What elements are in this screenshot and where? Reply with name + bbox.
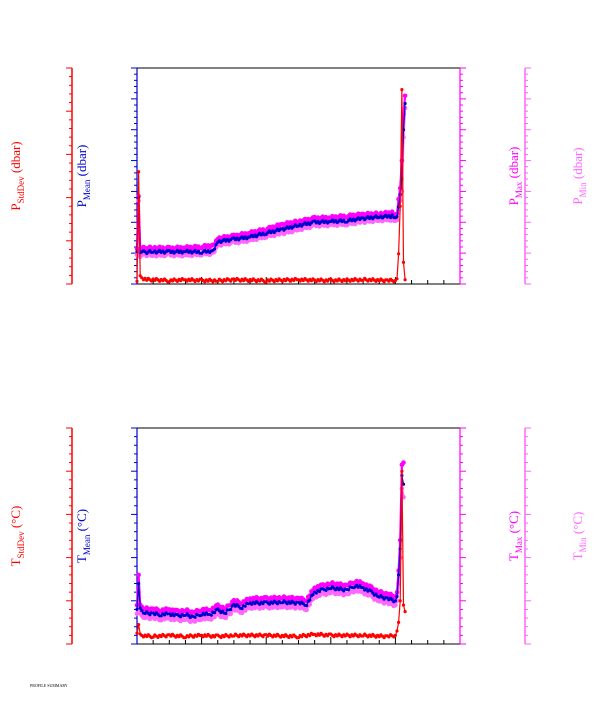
y-axis-label-sub: StdDev (16, 531, 26, 559)
y-axis-label-symbol: T (570, 552, 585, 560)
y-axis-label-symbol: P (506, 198, 521, 205)
y-axis-label-max: TMax (°C) (506, 511, 524, 561)
data-point-mean (311, 593, 315, 597)
footer-label: PROFILE SUMMARY (30, 683, 68, 688)
data-point-stddev (403, 278, 407, 282)
y-axis-label-sub: Min (578, 182, 588, 198)
y-axis-label-sub: Max (514, 181, 524, 198)
y-axis-label-unit: (°C) (570, 512, 585, 538)
data-point-stddev (398, 599, 402, 603)
data-point-stddev (398, 204, 402, 208)
data-point-mean (212, 247, 217, 251)
y-axis-label-min: TMin (°C) (570, 512, 588, 561)
data-point-mean (179, 615, 183, 619)
series-line-mean (136, 103, 406, 255)
y-axis-label-unit: (dbar) (506, 147, 521, 182)
data-point-stddev (137, 170, 141, 174)
data-point-max (401, 460, 406, 465)
data-point-stddev (401, 603, 406, 607)
data-point-mean (324, 588, 328, 593)
y-axis-label-unit: (dbar) (8, 141, 23, 176)
data-point-mean (135, 607, 139, 612)
data-point-stddev (395, 629, 399, 633)
data-point-mean (308, 598, 312, 602)
data-point-stddev (401, 260, 406, 264)
y-axis-label-stddev: TStdDev (°C) (8, 506, 26, 567)
y-axis-label-symbol: P (570, 197, 585, 204)
data-point-mean (395, 594, 399, 599)
y-axis-label-mean: PMean (dbar) (74, 145, 92, 208)
data-point-mean (401, 482, 406, 486)
data-point-mean (371, 591, 375, 595)
data-point-mean (140, 609, 144, 613)
y-axis-label-symbol: T (8, 558, 23, 566)
data-point-stddev (387, 635, 391, 639)
data-point-stddev (135, 631, 139, 635)
y-axis-label-unit: (dbar) (74, 145, 89, 180)
data-point-mean (393, 599, 397, 603)
data-point-stddev (400, 469, 404, 473)
data-point-mean (214, 243, 218, 247)
data-point-mean (224, 611, 228, 616)
data-point-mean (229, 607, 233, 612)
data-point-stddev (305, 635, 309, 639)
y-axis-label-min: PMin (dbar) (570, 147, 588, 204)
data-point-mean (403, 101, 407, 106)
y-axis-label-sub: Mean (82, 534, 92, 555)
data-point-min (223, 615, 229, 621)
data-point-stddev (397, 252, 401, 256)
data-point-mean (209, 613, 213, 617)
y-axis-label-unit: (°C) (506, 511, 521, 537)
data-point-stddev (395, 277, 399, 281)
pressure-chart: PStdDev (dbar)PMean (dbar)PMax (dbar)PMi… (8, 67, 588, 285)
y-axis-label-symbol: P (8, 203, 23, 210)
data-point-mean (240, 607, 244, 611)
data-point-stddev (403, 610, 407, 614)
data-point-mean (361, 586, 365, 590)
data-point-stddev (135, 279, 139, 283)
y-axis-label-unit: (°C) (8, 506, 23, 532)
data-point-stddev (397, 620, 401, 625)
data-point-stddev (400, 88, 404, 92)
y-axis-label-symbol: P (74, 200, 89, 207)
data-point-mean (212, 611, 217, 615)
data-point-stddev (393, 633, 397, 638)
y-axis-label-mean: TMean (°C) (74, 509, 92, 563)
y-axis-label-symbol: T (74, 555, 89, 563)
data-point-max (402, 93, 408, 99)
y-axis-label-max: PMax (dbar) (506, 147, 524, 206)
data-point-mean (317, 589, 322, 594)
data-point-mean (395, 215, 399, 219)
y-axis-label-sub: StdDev (16, 176, 26, 204)
data-point-mean (138, 606, 142, 610)
data-point-min (307, 602, 313, 607)
y-axis-label-symbol: T (506, 553, 521, 561)
data-point-stddev (137, 623, 141, 627)
data-point-mean (389, 215, 393, 220)
data-point-mean (193, 615, 197, 619)
data-point-min (228, 611, 233, 617)
y-axis-label-stddev: PStdDev (dbar) (8, 141, 26, 210)
data-point-mean (305, 604, 309, 608)
data-point-stddev (308, 634, 312, 638)
y-axis-label-sub: Mean (82, 179, 92, 200)
data-point-mean (314, 591, 318, 595)
data-point-min (393, 602, 398, 608)
data-point-mean (137, 581, 141, 586)
y-axis-label-sub: Max (514, 536, 524, 553)
y-axis-label-unit: (dbar) (570, 147, 585, 182)
temperature-chart: TStdDev (°C)TMean (°C)TMax (°C)TMin (°C) (8, 427, 588, 645)
data-point-stddev (300, 635, 304, 639)
y-axis-label-sub: Min (578, 537, 588, 553)
data-point-mean (374, 592, 378, 596)
y-axis-label-unit: (°C) (74, 509, 89, 535)
data-point-min (304, 607, 309, 613)
data-point-mean (397, 573, 401, 577)
data-point-mean (243, 604, 247, 608)
data-point-mean (347, 588, 351, 592)
data-point-mean (390, 213, 394, 217)
data-point-max (136, 572, 141, 578)
data-point-mean (364, 587, 368, 591)
